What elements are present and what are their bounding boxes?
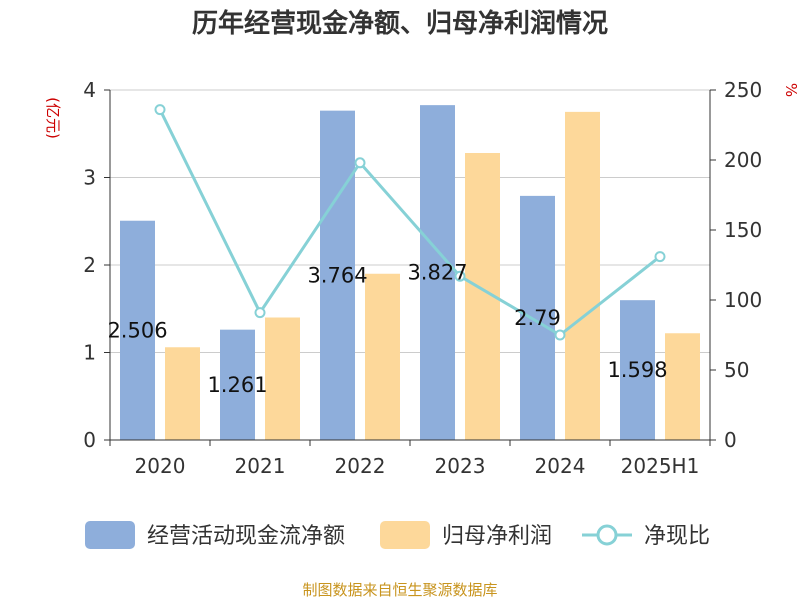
bar-cashflow	[520, 195, 555, 440]
bar-data-label: 2.506	[107, 318, 167, 342]
legend-swatch	[85, 521, 135, 549]
x-tick-label: 2025H1	[621, 454, 700, 478]
ratio-point	[554, 329, 566, 341]
y-right-axis-title: %	[782, 83, 800, 97]
ratio-point	[154, 104, 166, 116]
x-tick-label: 2020	[135, 454, 186, 478]
ratio-point	[254, 307, 266, 319]
bar-data-label: 3.827	[407, 261, 467, 285]
x-tick-label: 2024	[535, 454, 586, 478]
x-tick-label: 2022	[335, 454, 386, 478]
bar-profit	[165, 347, 200, 440]
bar-cashflow	[620, 300, 655, 440]
y-right-tick-label: 100	[724, 288, 762, 312]
x-tick-label: 2021	[235, 454, 286, 478]
ratio-point	[454, 270, 466, 282]
legend: 经营活动现金流净额 归母净利润 净现比	[85, 521, 710, 549]
y-left-tick-label: 3	[83, 166, 96, 190]
y-left-tick-label: 1	[83, 341, 96, 365]
bar-profit	[665, 333, 700, 440]
bar-cashflow	[320, 110, 355, 441]
legend-swatch	[380, 521, 430, 549]
ratio-line	[154, 104, 666, 341]
legend-label: 归母净利润	[442, 524, 552, 549]
y-left-axis-title: (亿元)	[44, 97, 62, 139]
legend-marker	[596, 524, 618, 546]
legend-label: 经营活动现金流净额	[147, 524, 345, 549]
y-left-tick-label: 2	[83, 253, 96, 277]
bar-profit	[565, 111, 600, 440]
y-right-tick-label: 200	[724, 148, 762, 172]
y-right-tick-label: 250	[724, 78, 762, 102]
y-right-tick-label: 150	[724, 218, 762, 242]
bar-profit	[365, 273, 400, 440]
bar-data-label: 3.764	[307, 263, 367, 287]
bar-data-label: 1.261	[207, 373, 267, 397]
bar-cashflow	[120, 220, 155, 440]
bars	[120, 105, 700, 441]
axes: 0 1 2 3 4 0 50 100 150 200 250 (亿元)% 2020 2021 2022 202…	[44, 78, 800, 478]
y-left-tick-label: 0	[83, 428, 96, 452]
y-right-tick-label: 0	[724, 428, 737, 452]
data-labels: 2.506 1.261 3.764 3.827 2.79 1.598	[107, 261, 667, 397]
bar-cashflow	[420, 105, 455, 440]
x-tick-label: 2023	[435, 454, 486, 478]
bar-cashflow	[220, 329, 255, 440]
y-right-tick-label: 50	[724, 358, 749, 382]
ratio-point	[354, 157, 366, 169]
bar-profit	[265, 317, 300, 440]
y-left-tick-label: 4	[83, 78, 96, 102]
chart-title: 历年经营现金净额、归母净利润情况	[192, 8, 608, 39]
bar-data-label: 1.598	[607, 358, 667, 382]
bar-data-label: 2.79	[514, 306, 561, 330]
legend-label: 净现比	[644, 524, 710, 549]
source-note: 制图数据来自恒生聚源数据库	[302, 581, 497, 599]
ratio-point	[654, 251, 666, 263]
ratio-line-path	[158, 108, 661, 337]
